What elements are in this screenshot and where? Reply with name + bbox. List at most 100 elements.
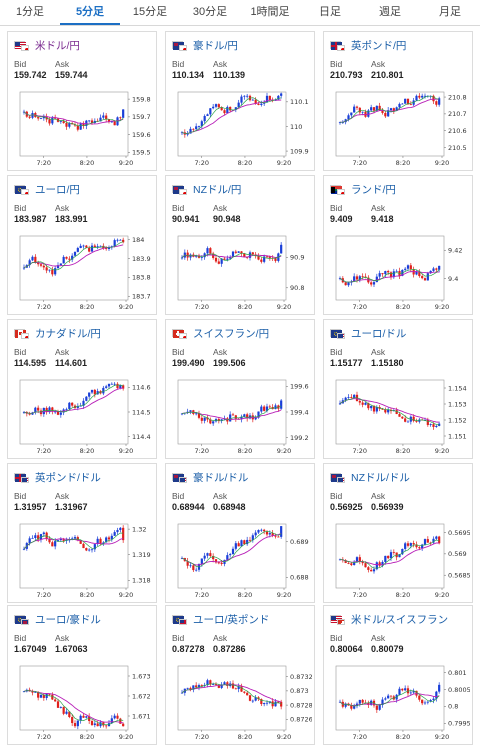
rate-card[interactable]: NZドル/円 Bid Ask 90.941 90.948 90.9 90.8 7:20 8:20… xyxy=(165,175,315,315)
currency-pair-link[interactable]: ユーロ/英ポンド xyxy=(193,613,270,626)
candle-body xyxy=(435,425,438,427)
rate-card[interactable]: 豪ドル/円 Bid Ask 110.134 110.139 110.1 110 109.9 7:… xyxy=(165,31,315,171)
candle-body xyxy=(37,691,40,698)
currency-pair-link[interactable]: ユーロ/ドル xyxy=(351,327,407,340)
currency-pair-link[interactable]: 英ポンド/円 xyxy=(351,39,407,52)
price-chart[interactable]: 0.5695 0.569 0.5685 7:20 8:20 9:20 xyxy=(332,522,470,600)
price-chart[interactable]: 210.8 210.7 210.6 210.5 7:20 8:20 9:20 xyxy=(332,90,470,168)
rate-card[interactable]: 米ドル/円 Bid Ask 159.742 159.744 159.8 159.7 159.6… xyxy=(7,31,157,171)
price-chart[interactable]: 159.8 159.7 159.6 159.5 7:20 8:20 9:20 xyxy=(16,90,154,168)
tab-timeframe[interactable]: 月足 xyxy=(439,6,461,18)
rate-card[interactable]: 豪ドル/ドル Bid Ask 0.68944 0.68948 0.689 0.688 7:20… xyxy=(165,463,315,603)
currency-pair-link[interactable]: NZドル/円 xyxy=(193,183,242,196)
candle-body xyxy=(212,684,215,686)
bid-label: Bid xyxy=(330,491,343,501)
card-header: カナダドル/円 xyxy=(14,326,101,340)
candle-body xyxy=(435,101,438,105)
rate-card[interactable]: 英ポンド/ドル Bid Ask 1.31957 1.31967 1.32 1.319 1.31… xyxy=(7,463,157,603)
candle-body xyxy=(223,258,226,260)
rate-card[interactable]: ユーロ/ドル Bid Ask 1.15177 1.15180 1.154 1.153 1.15… xyxy=(323,319,473,459)
candle-body xyxy=(254,532,257,536)
candle-body xyxy=(353,561,356,566)
x-tick-label: 8:20 xyxy=(238,303,253,311)
bid-value: 9.409 xyxy=(330,214,353,224)
rate-card[interactable]: ランド/円 Bid Ask 9.409 9.418 9.42 9.4 7:20 8:20 9:20 xyxy=(323,175,473,315)
currency-pair-link[interactable]: ユーロ/円 xyxy=(35,183,80,196)
candle-body xyxy=(51,407,54,412)
x-tick-label: 8:20 xyxy=(396,733,411,741)
rate-card[interactable]: カナダドル/円 Bid Ask 114.595 114.601 114.6 114.5 114… xyxy=(7,319,157,459)
candle-body xyxy=(203,417,206,421)
currency-pair-link[interactable]: ユーロ/豪ドル xyxy=(35,613,101,626)
candle-body xyxy=(438,265,441,270)
candle-body xyxy=(370,405,373,409)
candle-body xyxy=(56,411,60,415)
card-header: NZドル/ドル xyxy=(330,470,410,484)
candle-body xyxy=(438,98,441,105)
price-chart[interactable]: 1.32 1.319 1.318 7:20 8:20 9:20 xyxy=(16,522,154,600)
candle-body xyxy=(31,537,34,539)
candle-body xyxy=(99,117,102,122)
rate-card[interactable]: ユーロ/英ポンド Bid Ask 0.87278 0.87286 0.8732 0.873 0… xyxy=(165,605,315,745)
currency-pair-link[interactable]: スイスフラン/円 xyxy=(193,327,270,340)
short-moving-average-line xyxy=(181,97,282,134)
currency-pair-link[interactable]: 豪ドル/ドル xyxy=(193,471,249,484)
candle-body xyxy=(257,256,260,260)
candle-body xyxy=(116,715,119,719)
rate-card[interactable]: 英ポンド/円 Bid Ask 210.793 210.801 210.8 210.7 210.… xyxy=(323,31,473,171)
tab-timeframe[interactable]: 1分足 xyxy=(15,6,45,18)
price-chart[interactable]: 184 183.9 183.8 183.7 7:20 8:20 9:20 xyxy=(16,234,154,312)
currency-pair-link[interactable]: 米ドル/スイスフラン xyxy=(351,613,449,626)
candle-body xyxy=(209,680,212,685)
candlestick-chart: 1.154 1.153 1.152 1.151 7:20 8:20 9:20 xyxy=(335,379,467,455)
rate-card[interactable]: 米ドル/スイスフラン Bid Ask 0.80064 0.80079 0.801 0.800… xyxy=(323,605,473,745)
candle-body xyxy=(423,95,427,97)
price-chart[interactable]: 1.154 1.153 1.152 1.151 7:20 8:20 9:20 xyxy=(332,378,470,456)
price-chart[interactable]: 199.6 199.4 199.2 7:20 8:20 9:20 xyxy=(174,378,312,456)
candle-body xyxy=(243,540,246,545)
ask-label: Ask xyxy=(371,633,386,643)
tab-timeframe[interactable]: 日足 xyxy=(319,6,341,18)
price-chart[interactable]: 9.42 9.4 7:20 8:20 9:20 xyxy=(332,234,470,312)
price-chart[interactable]: 90.9 90.8 7:20 8:20 9:20 xyxy=(174,234,312,312)
candle-body xyxy=(110,121,113,123)
rate-card[interactable]: スイスフラン/円 Bid Ask 199.490 199.506 199.6 199.4 19… xyxy=(165,319,315,459)
price-chart[interactable]: 114.6 114.5 114.4 7:20 8:20 9:20 xyxy=(16,378,154,456)
price-chart[interactable]: 0.689 0.688 7:20 8:20 9:20 xyxy=(174,522,312,600)
currency-pair-link[interactable]: NZドル/ドル xyxy=(351,471,410,484)
tab-timeframe[interactable]: 週足 xyxy=(379,6,401,18)
price-chart[interactable]: 1.673 1.672 1.671 7:20 8:20 9:20 xyxy=(16,664,154,742)
tab-timeframe[interactable]: 1時間足 xyxy=(250,6,290,18)
candle-body xyxy=(59,412,62,415)
tab-timeframe[interactable]: 15分足 xyxy=(132,6,168,18)
currency-pair-link[interactable]: ランド/円 xyxy=(351,183,396,196)
candle-body xyxy=(122,109,125,118)
candle-body xyxy=(378,562,381,566)
candle-body xyxy=(102,245,105,249)
y-tick-label: 159.6 xyxy=(132,131,151,139)
currency-pair-link[interactable]: 豪ドル/円 xyxy=(193,39,238,52)
candle-body xyxy=(37,262,40,265)
candle-body xyxy=(274,258,277,261)
y-tick-label: 183.9 xyxy=(132,255,151,263)
candle-body xyxy=(212,253,215,258)
currency-pair-link[interactable]: 米ドル/円 xyxy=(35,39,80,52)
rate-card[interactable]: ユーロ/円 Bid Ask 183.987 183.991 184 183.9 183.8 18… xyxy=(7,175,157,315)
currency-pair-link[interactable]: 英ポンド/ドル xyxy=(35,471,101,484)
rate-card[interactable]: ユーロ/豪ドル Bid Ask 1.67049 1.67063 1.673 1.672 1.6… xyxy=(7,605,157,745)
price-chart[interactable]: 110.1 110 109.9 7:20 8:20 9:20 xyxy=(174,90,312,168)
price-chart[interactable]: 0.8732 0.873 0.8728 0.8726 7:20 8:20 9:20 xyxy=(174,664,312,742)
price-chart[interactable]: 0.801 0.8005 0.8 0.7995 7:20 8:20 9:20 xyxy=(332,664,470,742)
candle-body xyxy=(435,691,438,699)
x-tick-label: 7:20 xyxy=(194,159,209,167)
candle-body xyxy=(85,548,88,551)
candle-body xyxy=(22,691,26,693)
candle-body xyxy=(358,557,361,562)
bid-label: Bid xyxy=(330,347,343,357)
currency-pair-link[interactable]: カナダドル/円 xyxy=(35,327,101,340)
tab-timeframe[interactable]: 5分足 xyxy=(60,0,120,25)
candle-body xyxy=(107,247,111,250)
tab-timeframe[interactable]: 30分足 xyxy=(192,6,228,18)
candle-body xyxy=(347,397,350,398)
rate-card[interactable]: NZドル/ドル Bid Ask 0.56925 0.56939 0.5695 0.569 0.… xyxy=(323,463,473,603)
